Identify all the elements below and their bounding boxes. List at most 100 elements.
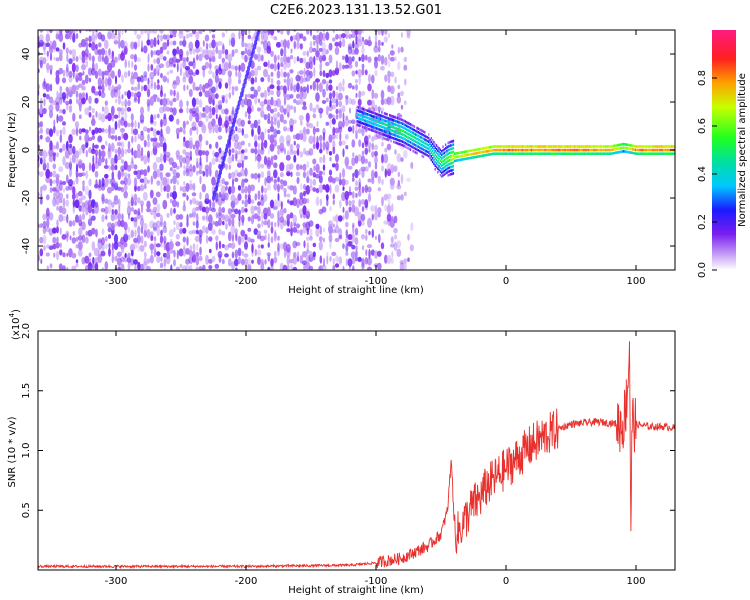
signal-cell [528, 148, 530, 152]
signal-cell [547, 152, 549, 155]
signal-cell [464, 157, 466, 161]
noise-blob [58, 67, 64, 75]
signal-cell [667, 145, 669, 148]
noise-blob [263, 114, 268, 121]
signal-cell [392, 122, 395, 126]
noise-blob [277, 235, 280, 241]
noise-blob [61, 77, 67, 84]
signal-cell [555, 152, 557, 155]
noise-blob [351, 70, 356, 77]
noise-blob [130, 196, 134, 207]
signal-cell [395, 116, 397, 119]
colorbar-tick-label: 0.8 [697, 70, 708, 86]
noise-blob [299, 75, 304, 84]
noise-blob [178, 30, 184, 35]
signal-cell [470, 156, 473, 160]
signal-cell [454, 152, 456, 155]
noise-blob [59, 227, 62, 235]
signal-cell [360, 117, 362, 121]
noise-blob [160, 73, 163, 79]
signal-cell [564, 145, 566, 148]
noise-blob [290, 227, 293, 237]
signal-cell [438, 168, 440, 172]
snr-background [38, 331, 675, 570]
noise-blob [215, 212, 218, 219]
noise-blob [114, 195, 118, 201]
signal-cell [426, 154, 429, 157]
signal-cell [582, 148, 585, 152]
signal-cell [438, 147, 440, 150]
noise-blob [234, 228, 238, 235]
signal-cell [417, 131, 419, 134]
noise-blob [260, 92, 265, 98]
noise-blob [211, 39, 216, 49]
signal-cell [503, 152, 505, 155]
signal-cell [390, 118, 392, 121]
noise-blob [97, 253, 103, 264]
noise-blob [354, 48, 359, 55]
noise-blob [386, 143, 392, 151]
signal-cell [496, 145, 499, 148]
noise-blob [162, 42, 168, 50]
noise-blob [68, 89, 73, 98]
noise-blob [240, 229, 246, 237]
signal-cell [658, 145, 660, 148]
noise-blob [351, 191, 355, 199]
noise-blob [342, 215, 345, 221]
signal-cell [526, 148, 529, 152]
signal-cell [451, 147, 453, 150]
signal-cell [422, 130, 425, 133]
signal-cell [480, 151, 482, 154]
noise-blob [118, 206, 121, 213]
noise-blob [315, 196, 320, 206]
noise-blob [263, 187, 268, 194]
signal-cell [378, 124, 380, 128]
noise-blob [315, 56, 320, 61]
signal-cell [424, 138, 426, 141]
noise-blob [146, 228, 151, 239]
signal-cell [407, 128, 409, 132]
noise-blob [218, 54, 222, 60]
noise-blob [52, 100, 57, 106]
signal-cell [441, 171, 443, 175]
signal-cell [439, 155, 442, 159]
noise-blob [322, 141, 326, 151]
noise-blob [331, 177, 336, 184]
signal-cell [486, 146, 488, 149]
noise-blob [361, 63, 365, 69]
noise-blob [302, 132, 307, 143]
noise-blob [354, 169, 359, 179]
noise-blob [270, 265, 274, 270]
noise-blob [159, 54, 164, 60]
noise-blob [201, 183, 206, 193]
signal-cell [418, 142, 421, 146]
noise-blob [257, 149, 261, 156]
signal-cell [357, 106, 360, 109]
noise-blob [42, 93, 47, 98]
noise-blob [313, 134, 316, 144]
signal-cell [641, 148, 643, 152]
signal-cell [369, 114, 371, 117]
signal-cell [493, 145, 495, 148]
noise-blob [335, 153, 339, 163]
noise-blob [176, 201, 180, 208]
snr-line [38, 341, 675, 570]
signal-cell [360, 110, 362, 114]
noise-blob [58, 182, 63, 192]
signal-cell [402, 129, 404, 133]
noise-blob [120, 39, 125, 49]
noise-blob [81, 212, 86, 221]
noise-blob [46, 162, 50, 170]
noise-blob [272, 205, 278, 210]
signal-cell [400, 118, 403, 121]
noise-blob [55, 75, 60, 85]
noise-blob [215, 47, 219, 54]
noise-blob [365, 249, 368, 256]
noise-blob [364, 184, 368, 193]
noise-blob [103, 55, 109, 65]
signal-cell [559, 152, 561, 155]
signal-cell [452, 168, 455, 172]
signal-cell [539, 145, 542, 148]
signal-cell [606, 148, 608, 152]
noise-blob [319, 198, 322, 207]
